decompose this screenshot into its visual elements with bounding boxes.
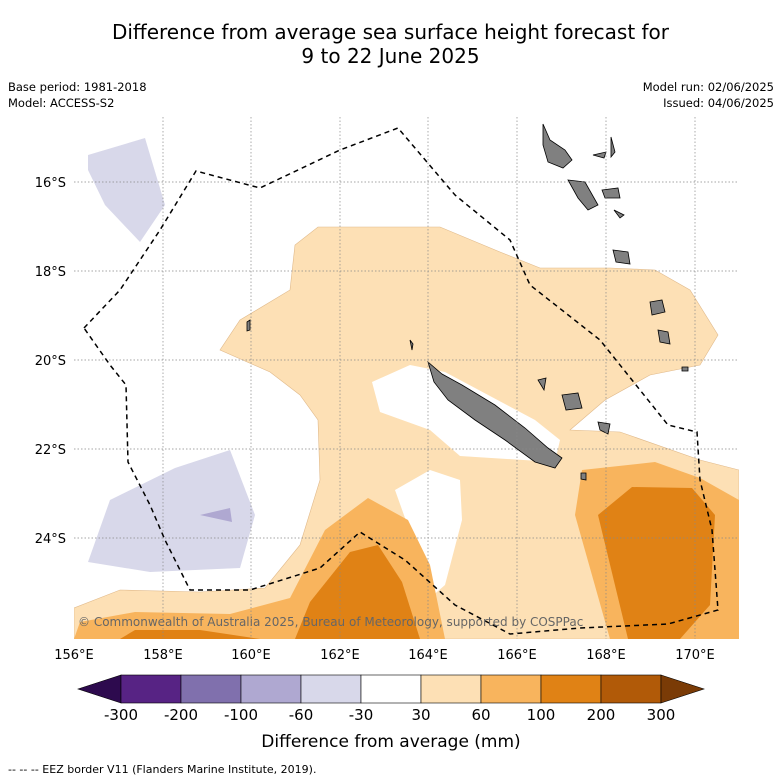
base-info: Base period: 1981-2018 Model: ACCESS-S2 bbox=[8, 79, 147, 111]
lon-tick: 166°E bbox=[497, 648, 537, 663]
contour-pos-100-b bbox=[295, 545, 420, 639]
island bbox=[613, 209, 625, 219]
title-line-1: Difference from average sea surface heig… bbox=[111, 20, 670, 44]
model-run-text: Model run: 02/06/2025 bbox=[642, 80, 774, 94]
island bbox=[612, 249, 631, 265]
landmasses bbox=[246, 123, 689, 481]
eez-footnote: -- -- -- EEZ border V11 (Flanders Marine… bbox=[8, 763, 317, 776]
contour-neg-30-b bbox=[88, 450, 255, 572]
contour-neg-60-b bbox=[200, 508, 232, 522]
contour-neg-30-a bbox=[88, 138, 165, 242]
colorbar-title: Difference from average (mm) bbox=[261, 732, 520, 752]
colorbar-tick-label: 60 bbox=[471, 706, 490, 724]
issued-text: Issued: 04/06/2025 bbox=[663, 96, 774, 110]
island bbox=[649, 299, 666, 316]
colorbar-tick-label: 200 bbox=[587, 706, 616, 724]
island bbox=[657, 329, 671, 345]
title-line-2: 9 to 22 June 2025 bbox=[301, 44, 480, 68]
lon-tick: 168°E bbox=[586, 648, 626, 663]
island bbox=[580, 472, 587, 481]
island bbox=[561, 392, 583, 411]
island bbox=[610, 136, 616, 159]
colorbar: -300 -200 -100 -60 -30 30 60 100 200 300 Differen… bbox=[77, 674, 705, 752]
colorbar-tick-label: -30 bbox=[349, 706, 374, 724]
map-title: Difference from average sea surface heig… bbox=[0, 20, 781, 68]
island bbox=[597, 421, 611, 435]
contour-zero-b bbox=[395, 470, 462, 598]
lon-tick: 158°E bbox=[143, 648, 183, 663]
colorbar-tick-label: 30 bbox=[411, 706, 430, 724]
colorbar-tick-label: -100 bbox=[224, 706, 258, 724]
lon-tick: 156°E bbox=[54, 648, 94, 663]
island bbox=[542, 123, 573, 169]
colorbar-low-extend bbox=[77, 674, 122, 704]
colorbar-cell bbox=[300, 674, 362, 704]
colorbar-cell bbox=[600, 674, 662, 704]
colorbar-cell bbox=[360, 674, 422, 704]
colorbar-cell bbox=[240, 674, 302, 704]
run-info: Model run: 02/06/2025 Issued: 04/06/2025 bbox=[643, 79, 774, 111]
colorbar-cell bbox=[420, 674, 482, 704]
colorbar-cell bbox=[540, 674, 602, 704]
credit-text: © Commonwealth of Australia 2025, Bureau… bbox=[78, 615, 583, 629]
lon-tick: 164°E bbox=[408, 648, 448, 663]
lat-tick: 22°S bbox=[35, 443, 66, 458]
island bbox=[601, 187, 621, 199]
island bbox=[246, 319, 251, 332]
lat-tick: 24°S bbox=[35, 532, 66, 547]
eez-border bbox=[83, 127, 719, 635]
latitude-ticks: 16°S 18°S 20°S 22°S 24°S bbox=[35, 176, 66, 547]
gridlines bbox=[74, 117, 739, 639]
colorbar-tick-label: -200 bbox=[164, 706, 198, 724]
colorbar-high-extend bbox=[660, 674, 705, 704]
contour-pos-30 bbox=[74, 226, 739, 639]
lon-tick: 162°E bbox=[320, 648, 360, 663]
colorbar-cell bbox=[180, 674, 242, 704]
lat-tick: 20°S bbox=[35, 354, 66, 369]
lat-tick: 16°S bbox=[35, 176, 66, 191]
island bbox=[409, 339, 414, 351]
map-panel: © Commonwealth of Australia 2025, Bureau… bbox=[74, 117, 739, 639]
colorbar-tick-label: 300 bbox=[647, 706, 676, 724]
lat-tick: 18°S bbox=[35, 265, 66, 280]
lon-tick: 160°E bbox=[231, 648, 271, 663]
contour-pos-100-c bbox=[598, 487, 715, 639]
island bbox=[567, 179, 599, 211]
longitude-ticks: 156°E 158°E 160°E 162°E 164°E 166°E 168°… bbox=[54, 648, 715, 663]
colorbar-cell bbox=[480, 674, 542, 704]
model-text: Model: ACCESS-S2 bbox=[8, 96, 115, 110]
lon-tick: 170°E bbox=[675, 648, 715, 663]
colorbar-tick-label: -60 bbox=[289, 706, 314, 724]
island bbox=[537, 377, 547, 392]
colorbar-tick-label: 100 bbox=[527, 706, 556, 724]
new-caledonia-island bbox=[427, 360, 563, 469]
contour-pos-100-a bbox=[120, 630, 260, 639]
colorbar-cell bbox=[120, 674, 182, 704]
island bbox=[681, 366, 689, 372]
colorbar-tick-label: -300 bbox=[104, 706, 138, 724]
island bbox=[592, 151, 607, 159]
base-period-text: Base period: 1981-2018 bbox=[8, 80, 147, 94]
